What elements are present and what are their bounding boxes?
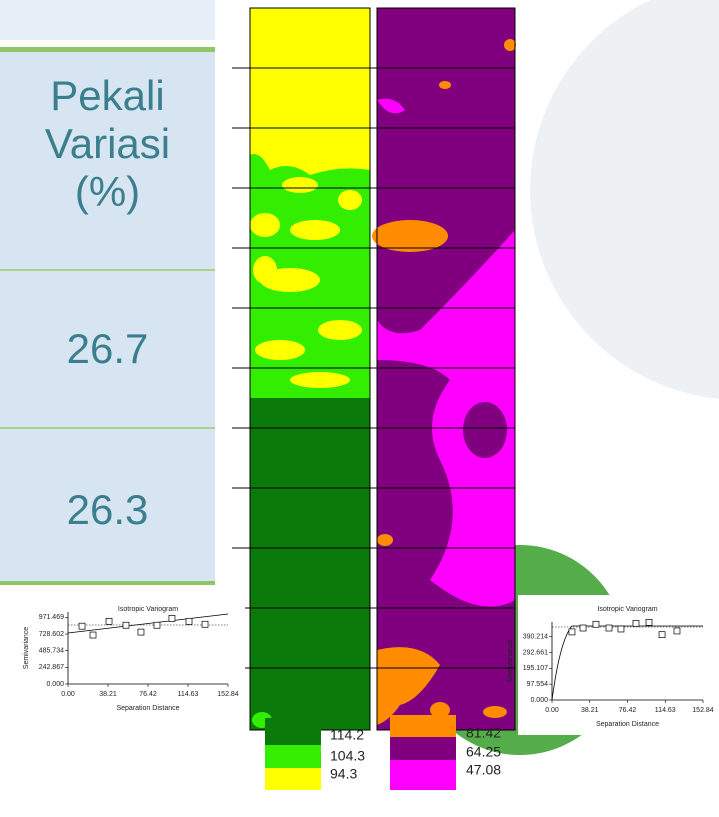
x-tick-label: 0.00 [61, 691, 75, 698]
point [154, 622, 160, 628]
x-tick-label: 152.84 [217, 691, 239, 698]
x-tick-label: 152.84 [692, 707, 714, 714]
x-tick-label: 114.63 [655, 707, 676, 714]
point [580, 625, 586, 631]
y-tick-label: 971.469 [39, 614, 64, 621]
point [169, 615, 175, 621]
x-tick-label: 0.00 [545, 707, 559, 714]
legend-label: 94.3 [330, 766, 357, 782]
rule [0, 269, 215, 271]
table-header: Pekali Variasi (%) [0, 72, 215, 216]
map-right [372, 8, 516, 730]
x-tick-label: 38.21 [99, 691, 117, 698]
legend-label: 47.08 [466, 762, 501, 778]
point [202, 621, 208, 627]
point [659, 632, 665, 638]
point [569, 629, 575, 635]
legend-swatch [390, 715, 456, 737]
point [79, 623, 85, 629]
point [618, 626, 624, 632]
legend-label: 104.3 [330, 748, 365, 764]
point [633, 620, 639, 626]
point [123, 622, 129, 628]
y-tick-label: 292.661 [523, 649, 548, 656]
y-tick-label: 242.867 [39, 664, 64, 671]
header-text: Pekali Variasi (%) [28, 72, 188, 216]
map-left [250, 8, 370, 730]
legend-swatch [390, 737, 456, 760]
y-axis-label: Semivariance [23, 627, 30, 670]
y-tick-label: 390.214 [523, 633, 548, 640]
table-cell: 26.7 [0, 325, 215, 373]
legend-swatch [390, 760, 456, 790]
legend-label: 114.2 [330, 727, 364, 743]
legend-label: 81.42 [466, 725, 501, 741]
x-axis-label: Separation Distance [596, 721, 659, 728]
legend-swatch [265, 745, 321, 768]
panel-top [0, 0, 215, 40]
point [90, 632, 96, 638]
x-tick-label: 114.63 [178, 691, 199, 698]
rule [0, 427, 215, 429]
bg-circle [530, 0, 719, 400]
chart-bg [518, 595, 719, 735]
point [674, 628, 680, 634]
slide: Isotropic Variogram Separation Distance Se… [0, 0, 719, 817]
point [106, 618, 112, 624]
rule [0, 581, 215, 585]
x-tick-label: 76.42 [139, 691, 157, 698]
legend-label: 64.25 [466, 744, 501, 760]
x-tick-label: 38.21 [581, 707, 599, 714]
point [138, 629, 144, 635]
y-tick-label: 485.734 [39, 648, 64, 655]
x-axis-label: Separation Distance [116, 705, 179, 712]
y-tick-label: 728.602 [39, 631, 64, 638]
rule [0, 47, 215, 52]
point [186, 618, 192, 624]
x-tick-label: 76.42 [619, 707, 637, 714]
y-tick-label: 0.000 [530, 697, 548, 704]
y-tick-label: 97.554 [527, 681, 549, 688]
y-tick-label: 0.000 [46, 681, 64, 688]
chart-title: Isotropic Variogram [118, 606, 178, 613]
chart-title: Isotropic Variogram [597, 606, 657, 613]
point [646, 619, 652, 625]
table-cell: 26.3 [0, 486, 215, 534]
point [593, 621, 599, 627]
point [606, 625, 612, 631]
legend-swatch [265, 718, 321, 745]
y-axis-label: Semivariance [507, 640, 514, 683]
y-tick-label: 195.107 [523, 665, 548, 672]
legend-swatch [265, 768, 321, 790]
